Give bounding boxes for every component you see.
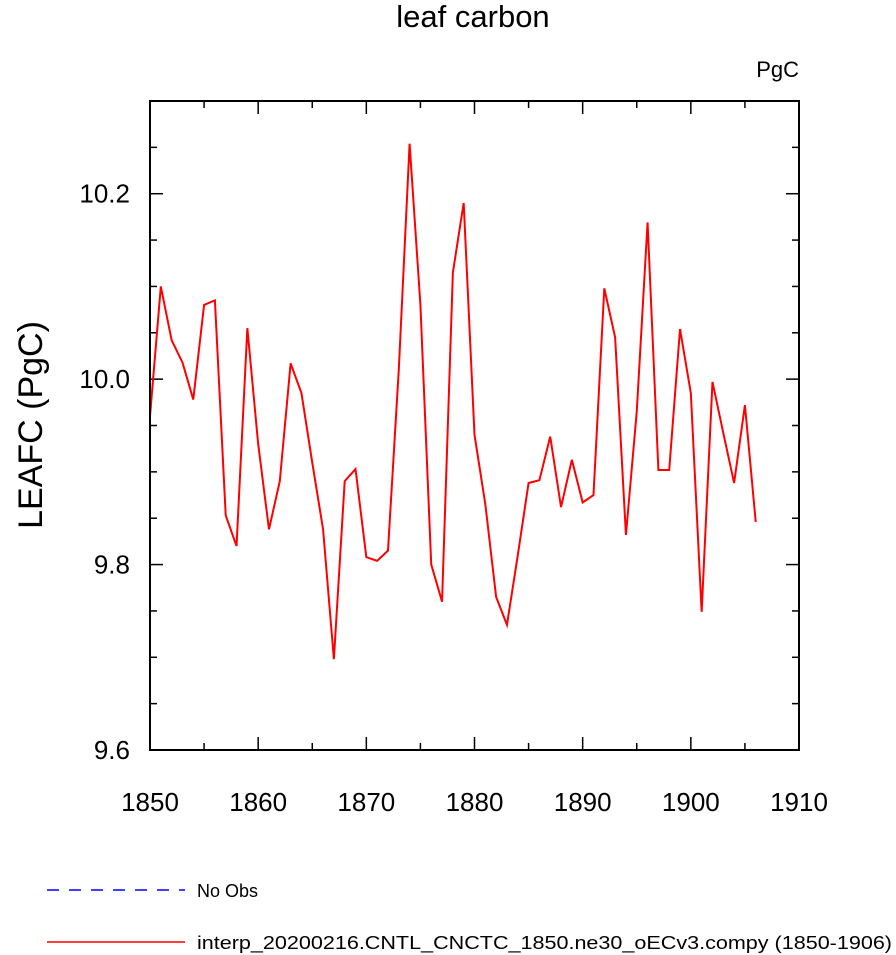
y-tick-label: 10.0 [79, 364, 130, 394]
legend-label-no-obs: No Obs [197, 881, 258, 901]
plot-frame [149, 100, 800, 751]
legend: No Obs interp_20200216.CNTL_CNCTC_1850.n… [47, 881, 892, 954]
y-tick-labels: 9.6 9.8 10.0 10.2 [79, 179, 130, 765]
series-group [150, 143, 757, 660]
x-tick-label: 1890 [554, 787, 612, 817]
x-tick-label: 1880 [446, 787, 504, 817]
legend-label-model: interp_20200216.CNTL_CNCTC_1850.ne30_oEC… [197, 933, 892, 954]
x-tick-label: 1850 [121, 787, 179, 817]
y-tick-label: 9.6 [94, 735, 130, 765]
x-tick-label: 1870 [337, 787, 395, 817]
x-tick-label: 1900 [662, 787, 720, 817]
x-tick-labels: 1850 1860 1870 1880 1890 1900 1910 [121, 787, 828, 817]
x-tick-label: 1910 [770, 787, 828, 817]
series-line [150, 143, 757, 660]
y-tick-label: 9.8 [94, 550, 130, 580]
chart-title: leaf carbon [396, 0, 549, 34]
units-label: PgC [756, 57, 799, 82]
y-tick-label: 10.2 [79, 179, 130, 209]
x-tick-label: 1860 [229, 787, 287, 817]
y-axis-label: LEAFC (PgC) [12, 321, 50, 529]
